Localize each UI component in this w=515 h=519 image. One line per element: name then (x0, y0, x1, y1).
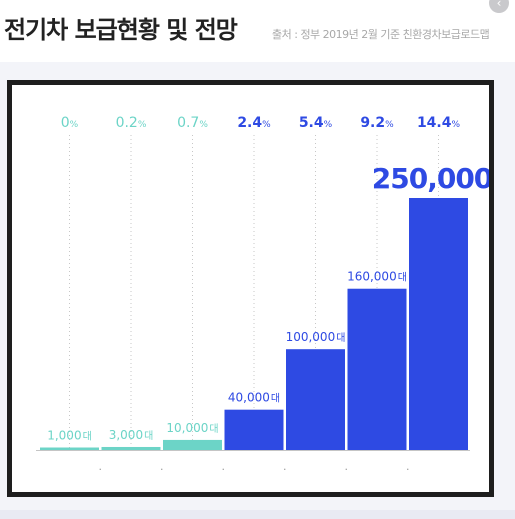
value-label-2015: 3,000대 (109, 428, 154, 442)
tick-separator: · (99, 463, 103, 476)
bar-2023 (347, 288, 407, 450)
share-label: 0.7% (177, 115, 208, 131)
tick-separator: · (222, 463, 226, 476)
share-label: 5.4% (299, 115, 333, 131)
tick-separator: · (283, 463, 287, 476)
bar-2021 (286, 349, 345, 450)
bar-2013 (40, 447, 99, 450)
value-label-2025: 250,000대 (372, 162, 489, 195)
tick-separator: · (345, 463, 349, 476)
bar-chart: · · · · · · 0% 0.2% 0.7% 2.4% 5.4% 9.2% 14.4% 1,000대 3… (36, 115, 505, 476)
page-title: 전기차 보급현황 및 전망 (4, 16, 238, 44)
source-note: 출처 : 정부 2019년 2월 기준 친환경차보급로드맵 (272, 28, 490, 41)
header: 전기차 보급현황 및 전망 출처 : 정부 2019년 2월 기준 친환경차보급… (0, 0, 515, 62)
footer-strip (0, 510, 515, 519)
bar-2017 (163, 439, 222, 450)
share-label: 9.2% (360, 115, 394, 131)
share-label: 0.2% (116, 115, 147, 131)
chevron-left-icon[interactable]: ‹ (489, 0, 509, 13)
value-label-2017: 10,000대 (166, 421, 218, 435)
tick-separator: · (160, 463, 164, 476)
value-label-2023: 160,000대 (347, 270, 407, 284)
share-label: 0% (61, 115, 79, 131)
share-label: 2.4% (237, 115, 271, 131)
share-label: 14.4% (417, 115, 461, 131)
bar-2019 (224, 409, 284, 450)
tick-separator: · (406, 463, 410, 476)
bar-2015 (101, 446, 161, 450)
value-label-2019: 40,000대 (228, 391, 280, 405)
value-label-2013: 1,000대 (47, 429, 92, 443)
chart-frame: · · · · · · 0% 0.2% 0.7% 2.4% 5.4% 9.2% 14.4% 1,000대 3… (7, 80, 505, 497)
value-label-2021: 100,000대 (286, 330, 346, 344)
bar-2025 (409, 198, 468, 450)
